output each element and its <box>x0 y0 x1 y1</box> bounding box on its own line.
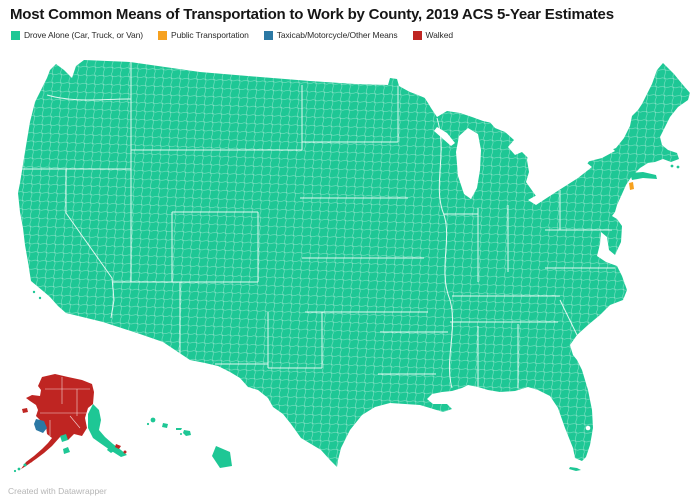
legend-swatch-taxicab-other <box>263 30 273 40</box>
marthas-vineyard-island[interactable] <box>670 164 674 168</box>
alaska <box>13 374 127 473</box>
oahu-island[interactable] <box>162 423 168 428</box>
legend-swatch-walked <box>412 30 422 40</box>
legend-item-drove-alone: Drove Alone (Car, Truck, or Van) <box>11 30 143 40</box>
legend: Drove Alone (Car, Truck, or Van) Public … <box>11 30 453 40</box>
channel-island-1[interactable] <box>32 290 36 294</box>
alaska-south-central-green[interactable] <box>60 434 68 442</box>
legend-label-public-transportation: Public Transportation <box>171 30 249 40</box>
aleutian-island-green-3[interactable] <box>13 469 17 473</box>
kodiak-island[interactable] <box>63 447 70 454</box>
datawrapper-credit[interactable]: Created with Datawrapper <box>8 486 107 496</box>
channel-island-2[interactable] <box>38 296 42 300</box>
legend-label-walked: Walked <box>425 30 454 40</box>
long-island[interactable] <box>630 172 657 180</box>
kauai-island[interactable] <box>150 417 156 423</box>
hawaii-big-island[interactable] <box>212 446 232 468</box>
st-lawrence-island[interactable] <box>22 408 28 413</box>
region-nyc-public-transport[interactable] <box>629 182 634 190</box>
panhandle-island-red-2[interactable] <box>123 450 127 454</box>
atlantic-islands <box>32 164 680 471</box>
molokai-island[interactable] <box>176 428 182 430</box>
region-alaska-west-coast[interactable] <box>34 419 47 433</box>
legend-swatch-public-transportation <box>158 30 167 40</box>
region-alaska-mainland[interactable] <box>21 374 94 469</box>
legend-label-taxicab-other: Taxicab/Motorcycle/Other Means <box>276 30 398 40</box>
region-contiguous-us[interactable] <box>18 60 690 467</box>
region-alaska-southeast[interactable] <box>88 404 127 457</box>
chart-title: Most Common Means of Transportation to W… <box>10 6 614 23</box>
aleutian-island-green-2[interactable] <box>17 467 21 471</box>
aleutian-island-green-1[interactable] <box>23 463 27 467</box>
legend-item-taxicab-other: Taxicab/Motorcycle/Other Means <box>263 30 398 40</box>
panhandle-island-red[interactable] <box>115 444 121 449</box>
nantucket-island[interactable] <box>676 165 680 169</box>
legend-item-walked: Walked <box>412 30 454 40</box>
legend-label-drove-alone: Drove Alone (Car, Truck, or Van) <box>24 30 143 40</box>
aleutian-island-red[interactable] <box>29 459 33 463</box>
lanai-island[interactable] <box>180 433 182 435</box>
contiguous-us <box>18 60 690 471</box>
panhandle-island-green[interactable] <box>107 447 114 453</box>
maui-island[interactable] <box>183 430 191 436</box>
hawaii <box>146 417 232 468</box>
niihau-island[interactable] <box>146 422 150 426</box>
legend-item-public-transportation: Public Transportation <box>158 30 249 40</box>
legend-swatch-drove-alone <box>11 30 20 40</box>
florida-keys[interactable] <box>569 467 581 471</box>
